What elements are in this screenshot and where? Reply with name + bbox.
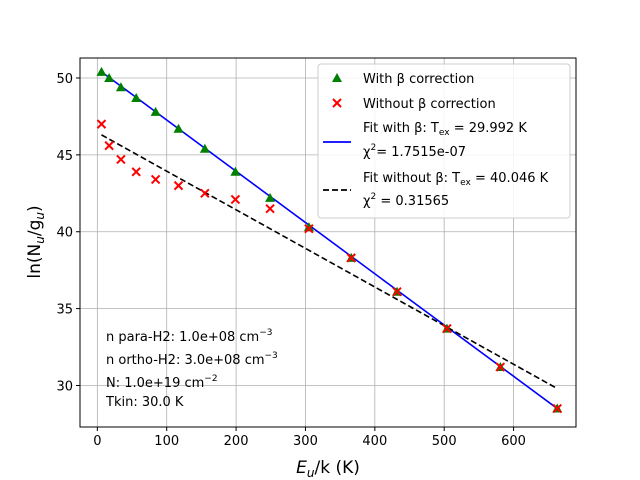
x-axis-ticks: 0 100 200 300 400 500 600 (93, 427, 526, 449)
data-point-without-beta (131, 167, 141, 177)
data-point-without-beta (442, 323, 452, 334)
x-tick-label: 500 (432, 434, 457, 449)
data-point-stroke (304, 223, 314, 234)
data-point-with-beta (303, 222, 314, 232)
data-point-with-beta (104, 72, 115, 82)
legend-box (317, 63, 571, 219)
data-point-without-beta (265, 203, 275, 214)
data-point-stroke (392, 286, 402, 297)
data-point-stroke (495, 362, 506, 372)
parameter-annotations: n para-H2: 1.0e+08 cm−3 n ortho-H2: 3.0e… (105, 328, 278, 410)
x-axis-label: Eu/k (K) (296, 458, 360, 480)
legend-label-fit-without-beta-chi2: χ2 = 0.31565 (363, 192, 449, 209)
legend-label-fit-without-beta: Fit without β: Tex = 40.046 K (363, 171, 549, 188)
annotation-tkin: Tkin: 30.0 K (105, 395, 184, 410)
data-point-stroke (104, 140, 114, 151)
data-point-without-beta (104, 140, 114, 151)
x-tick-label: 100 (154, 434, 179, 449)
data-point-without-beta (392, 286, 402, 297)
y-tick-label: 45 (56, 149, 73, 164)
plot-frame (79, 57, 577, 428)
data-point-without-beta (304, 223, 314, 234)
data-point-without-beta (96, 119, 107, 129)
y-tick-label: 40 (56, 226, 73, 241)
y-axis-ticks: 30 35 40 45 50 (56, 72, 80, 394)
data-point-without-beta (346, 253, 356, 263)
data-point-stroke (442, 323, 452, 334)
data-point-with-beta (199, 143, 210, 153)
data-point-stroke (265, 203, 275, 214)
data-point-without-beta (173, 180, 184, 191)
x-tick-label: 200 (224, 434, 249, 449)
data-point-without-beta (200, 188, 210, 199)
y-tick-label: 30 (56, 379, 73, 394)
legend: With β correction Without β correction F… (317, 63, 571, 219)
data-point-without-beta (552, 403, 562, 414)
y-axis-label: ln(Nu/gu) (25, 205, 47, 278)
annotation-n-para: n para-H2: 1.0e+08 cm−3 (106, 328, 272, 345)
data-point-stroke (173, 180, 184, 191)
legend-label-fit-with-beta-chi2: χ2= 1.7515e-07 (363, 143, 466, 160)
annotation-column-density: N: 1.0e+19 cm−2 (106, 374, 218, 391)
data-point-stroke (116, 154, 126, 165)
data-point-with-beta (115, 82, 126, 92)
x-tick-label: 0 (93, 434, 101, 449)
data-point-without-beta (495, 362, 506, 372)
y-tick-label: 50 (56, 72, 73, 87)
x-tick-label: 300 (293, 434, 318, 449)
x-tick-label: 600 (501, 434, 526, 449)
legend-label-fit-with-beta: Fit with β: Tex = 29.992 K (363, 121, 527, 138)
data-point-with-beta (230, 166, 241, 176)
legend-marker-x (332, 98, 342, 108)
data-point-stroke (200, 188, 210, 199)
data-point-stroke (131, 167, 141, 177)
legend-marker-triangle (332, 73, 342, 82)
data-point-stroke (230, 194, 241, 205)
data-point-with-beta (150, 106, 161, 116)
fit-line-without-beta (101, 134, 558, 390)
data-point-without-beta (150, 174, 161, 185)
data-point-with-beta (131, 92, 142, 102)
data-point-with-beta (96, 66, 107, 76)
y-tick-label: 35 (56, 303, 73, 318)
data-points (96, 66, 563, 414)
legend-label-without-beta: Without β correction (363, 97, 496, 112)
data-point-stroke (150, 174, 161, 185)
data-point-stroke (346, 253, 356, 263)
data-point-stroke (96, 119, 107, 129)
annotation-n-ortho: n ortho-H2: 3.0e+08 cm−3 (106, 351, 278, 368)
data-point-without-beta (230, 194, 241, 205)
data-point-with-beta (265, 192, 276, 202)
data-point-stroke (552, 403, 562, 414)
legend-label-with-beta: With β correction (363, 72, 474, 87)
data-point-without-beta (116, 154, 126, 165)
data-point-with-beta (173, 123, 184, 133)
x-tick-label: 400 (362, 434, 387, 449)
